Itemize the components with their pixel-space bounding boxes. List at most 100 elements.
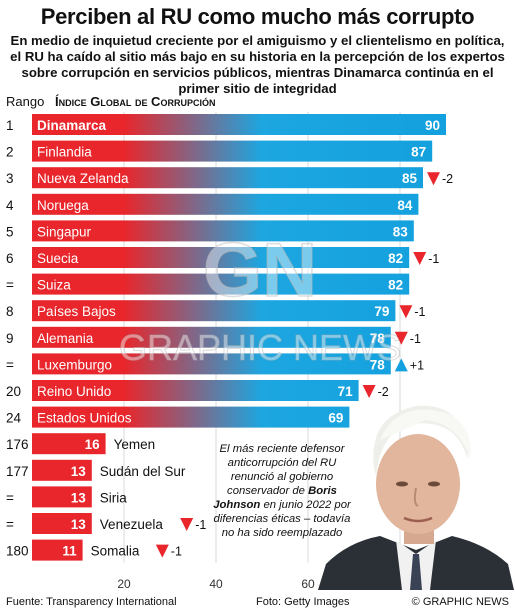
down-arrow-icon: [413, 252, 427, 265]
rank-change-label: -1: [428, 252, 439, 266]
rank-change-label: -1: [410, 332, 421, 346]
country-label: Somalia: [91, 544, 140, 559]
value-label: 78: [370, 357, 386, 372]
value-label: 82: [388, 251, 403, 266]
country-label: Luxemburgo: [37, 357, 112, 372]
value-label: 90: [425, 118, 440, 133]
country-label: Sudán del Sur: [100, 464, 186, 479]
bar: [32, 326, 391, 348]
rank-label: 8: [6, 304, 14, 319]
rank-change-label: -2: [378, 385, 389, 399]
tick-label-20: 20: [117, 577, 131, 591]
bar: [32, 220, 414, 242]
country-label: Estados Unidos: [37, 411, 132, 426]
rank-label: 9: [6, 331, 14, 346]
note-text-after: en junio 2022 por diferencias éticas – t…: [213, 499, 351, 539]
rank-label: =: [6, 278, 14, 293]
bar: [32, 513, 92, 534]
down-arrow-icon: [155, 544, 169, 558]
page-subtitle: En medio de inquietud creciente por el a…: [10, 33, 505, 96]
rank-change-label: -2: [442, 172, 453, 186]
photo-credit: Foto: Getty Images: [256, 596, 350, 608]
bar: [32, 353, 391, 375]
bar: [32, 406, 350, 428]
value-label: 79: [374, 304, 389, 319]
country-label: Singapur: [37, 224, 92, 239]
rank-label: 6: [6, 251, 14, 266]
rank-label: =: [6, 357, 14, 372]
country-label: Dinamarca: [37, 118, 107, 133]
rank-label: =: [6, 490, 14, 505]
boris-johnson-photo: [318, 388, 514, 590]
source-credit: Fuente: Transparency International: [6, 596, 177, 608]
country-label: Reino Unido: [37, 384, 111, 399]
bar: [32, 300, 396, 322]
rank-label: 180: [6, 544, 29, 559]
value-label: 87: [411, 145, 426, 160]
rank-label: 2: [6, 145, 14, 160]
bar: [32, 486, 92, 508]
rank-change-label: -1: [414, 305, 425, 319]
index-title: Índice Global de Corrupción: [55, 94, 215, 109]
value-label: 13: [71, 517, 87, 532]
value-label: 13: [71, 464, 87, 479]
value-label: 78: [370, 331, 386, 346]
value-label: 85: [402, 171, 418, 186]
country-label: Países Bajos: [37, 304, 116, 319]
rank-label: 4: [6, 198, 14, 213]
down-arrow-icon: [180, 518, 194, 531]
note-name: Boris Johnson: [213, 485, 337, 511]
bar: [32, 459, 92, 481]
value-label: 16: [85, 437, 101, 452]
country-label: Suiza: [37, 278, 71, 293]
note-text-before: El más reciente defensor anticorrupción …: [219, 443, 345, 497]
up-arrow-icon: [394, 358, 408, 372]
rank-change-label: +1: [410, 358, 424, 372]
bar: [32, 539, 83, 561]
country-label: Siria: [100, 490, 127, 505]
country-label: Alemania: [37, 331, 94, 346]
value-label: 69: [328, 411, 343, 426]
down-arrow-icon: [427, 172, 440, 186]
rank-label: 177: [6, 464, 29, 479]
down-arrow-icon: [394, 331, 408, 345]
rank-label: 176: [6, 437, 29, 452]
bar: [32, 114, 446, 135]
value-label: 83: [393, 224, 409, 239]
bar: [32, 433, 106, 455]
bar: [32, 247, 410, 268]
tick-label-40: 40: [209, 577, 223, 591]
rank-label: 3: [6, 171, 14, 186]
country-label: Finlandia: [37, 145, 92, 160]
rank-label: 24: [6, 411, 22, 426]
value-label: 82: [388, 278, 403, 293]
copyright: © GRAPHIC NEWS: [411, 596, 509, 608]
country-label: Venezuela: [100, 517, 164, 532]
rank-column-header: Rango: [6, 94, 45, 109]
page-title: Perciben al RU como mucho más corrupto: [40, 4, 475, 29]
tick-label-60: 60: [301, 577, 315, 591]
value-label: 71: [338, 384, 354, 399]
rank-change-label: -1: [195, 518, 206, 532]
rank-label: 1: [6, 118, 14, 133]
rank-change-label: -1: [171, 545, 182, 559]
bar: [32, 193, 419, 215]
rank-label: 5: [6, 224, 14, 239]
index-title-text: Índice Global de Corrupción: [55, 94, 216, 109]
rank-label: 20: [6, 384, 21, 399]
value-label: 13: [71, 490, 87, 505]
value-label: 84: [397, 198, 413, 213]
country-label: Noruega: [37, 198, 89, 213]
down-arrow-icon: [399, 305, 413, 319]
country-label: Yemen: [114, 437, 156, 452]
bar: [32, 167, 423, 189]
bar: [32, 140, 433, 162]
value-label: 11: [62, 544, 77, 559]
rank-label: =: [6, 517, 14, 532]
johnson-note: El más reciente defensor anticorrupción …: [208, 442, 356, 540]
country-label: Suecia: [37, 251, 79, 266]
country-label: Nueva Zelanda: [37, 171, 129, 186]
bar: [32, 380, 359, 401]
